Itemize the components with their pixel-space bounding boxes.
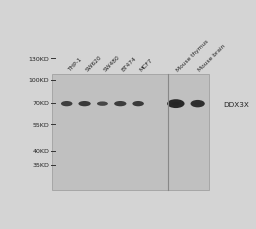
Text: SW480: SW480	[102, 54, 121, 72]
Ellipse shape	[78, 101, 91, 107]
Ellipse shape	[136, 103, 141, 105]
Text: 40KD: 40KD	[33, 148, 49, 153]
Ellipse shape	[118, 103, 123, 105]
Text: MCF7: MCF7	[138, 57, 153, 72]
Text: THP-1: THP-1	[67, 57, 82, 72]
Ellipse shape	[64, 103, 69, 105]
Text: Mouse brain: Mouse brain	[198, 44, 227, 72]
Ellipse shape	[167, 100, 185, 109]
Ellipse shape	[195, 103, 201, 106]
Ellipse shape	[61, 101, 72, 107]
Text: DDX3X: DDX3X	[223, 101, 249, 107]
Bar	[52, 75, 209, 190]
Ellipse shape	[82, 103, 87, 105]
Text: 35KD: 35KD	[33, 163, 49, 167]
Text: Mouse thymus: Mouse thymus	[176, 38, 210, 72]
Ellipse shape	[114, 101, 126, 107]
Text: 55KD: 55KD	[33, 122, 49, 127]
Ellipse shape	[172, 103, 180, 106]
Text: 100KD: 100KD	[29, 78, 49, 83]
Ellipse shape	[100, 104, 105, 105]
Text: SW620: SW620	[84, 55, 103, 72]
Ellipse shape	[190, 101, 205, 108]
Text: 130KD: 130KD	[29, 57, 49, 62]
Ellipse shape	[132, 101, 144, 107]
Ellipse shape	[97, 102, 108, 106]
Text: BT474: BT474	[120, 56, 137, 72]
Text: 70KD: 70KD	[33, 101, 49, 106]
